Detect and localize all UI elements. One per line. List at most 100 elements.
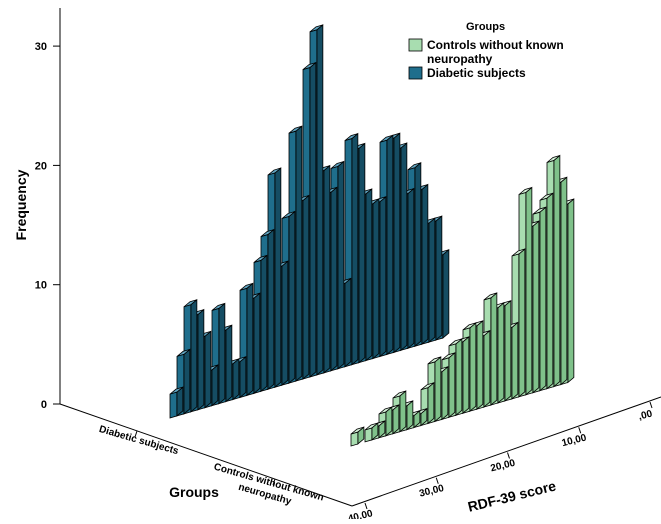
bar-side-face	[560, 176, 568, 386]
x-tick-label: 40,00	[347, 508, 374, 519]
bar-side-face	[393, 132, 401, 354]
bar-side-face	[421, 183, 429, 346]
bar-side-face	[434, 356, 442, 423]
bar-side-face	[204, 330, 212, 409]
bar-side-face	[351, 132, 359, 366]
diabetic-bar	[169, 386, 184, 419]
bar-side-face	[330, 186, 338, 372]
legend-title: Groups	[466, 21, 505, 33]
bars-layer	[169, 23, 575, 447]
control-bar	[364, 422, 379, 443]
bar-side-face	[267, 228, 275, 391]
legend-swatch-controls	[408, 38, 423, 52]
z-axis-title: Groups	[169, 484, 219, 500]
bar-side-face	[407, 187, 415, 350]
bar-side-face	[218, 302, 226, 405]
legend-label-controls-line2: neuropathy	[427, 52, 493, 66]
bar-side-face	[546, 192, 554, 390]
bar-side-face	[372, 197, 380, 360]
legend-label-controls-line1: Controls without known	[427, 38, 564, 52]
bar-side-face	[211, 364, 219, 407]
bar-side-face	[274, 167, 282, 389]
bar-side-face	[469, 322, 477, 413]
z-axis-tick	[134, 430, 138, 438]
bar-side-face	[379, 195, 387, 358]
bar-side-face	[567, 198, 575, 384]
bar-front-face	[169, 391, 178, 419]
bar-side-face	[400, 142, 408, 352]
bar-side-face	[246, 282, 254, 397]
bar-side-face	[239, 355, 247, 399]
bar-side-face	[183, 348, 191, 415]
control-bar	[427, 356, 442, 424]
x-axis-line	[351, 396, 661, 507]
bar-front-face	[350, 431, 359, 447]
y-tick-label: 10	[35, 280, 47, 292]
bar-side-face	[497, 301, 505, 404]
x-axis-tick	[364, 502, 368, 510]
bar-side-face	[253, 292, 261, 395]
bar-side-face	[483, 329, 491, 408]
y-tick-label: 20	[35, 160, 47, 172]
x-tick-label: 20,00	[489, 458, 516, 475]
bar-side-face	[442, 248, 450, 339]
bar-side-face	[323, 164, 331, 374]
control-bar	[350, 426, 365, 447]
bar-side-face	[455, 338, 463, 417]
bar-side-face	[316, 23, 324, 376]
x-axis-title: RDF-39 score	[466, 477, 558, 514]
bar-side-face	[399, 390, 407, 433]
bar-side-face	[462, 335, 470, 415]
legend: Groups Controls without known neuropathy…	[408, 21, 564, 80]
bar-side-face	[344, 277, 352, 368]
bar-side-face	[504, 299, 512, 402]
bar-side-face	[190, 298, 198, 413]
bar-side-face	[476, 319, 484, 410]
bar-side-face	[435, 215, 443, 341]
bar-side-face	[448, 351, 456, 419]
bar-side-face	[260, 254, 268, 393]
bar-side-face	[302, 194, 310, 380]
z-tick-label-diabetic: Diabetic subjects	[98, 424, 181, 457]
bar-side-face	[386, 134, 394, 356]
x-axis-tick	[507, 452, 510, 459]
y-tick-label: 30	[35, 41, 47, 53]
legend-swatch-diabetic	[408, 66, 423, 80]
bar-side-face	[197, 308, 205, 411]
bar-side-face	[281, 260, 289, 387]
legend-label-diabetic: Diabetic subjects	[427, 66, 526, 80]
diabetic-bar	[176, 348, 191, 417]
x-axis-tick	[435, 477, 439, 484]
x-axis-tick	[649, 401, 653, 409]
y-axis-title: Frequency	[13, 169, 29, 240]
bar-side-face	[490, 292, 498, 406]
y-tick-label: 0	[41, 399, 47, 411]
bar-side-face	[414, 161, 422, 348]
bar-side-face	[518, 248, 526, 398]
bar-side-face	[428, 217, 436, 343]
z-axis-line	[59, 403, 353, 507]
x-tick-label: 30,00	[418, 483, 445, 500]
bar-side-face	[288, 210, 296, 384]
bar-side-face	[225, 324, 233, 403]
bar-side-face	[553, 154, 561, 388]
bar-side-face	[232, 357, 240, 401]
x-axis-tick	[578, 427, 582, 434]
z-axis-tick	[272, 478, 276, 486]
bar-side-face	[441, 365, 449, 421]
bar-side-face	[309, 61, 317, 378]
bar-side-face	[365, 188, 373, 362]
bar-side-face	[511, 321, 519, 400]
bar-side-face	[295, 125, 303, 382]
bar-side-face	[539, 206, 547, 392]
bar-side-face	[337, 160, 345, 370]
x-tick-label: 10,00	[561, 432, 588, 449]
bar-side-face	[427, 381, 435, 425]
x-tick-label: ,00	[637, 408, 654, 422]
bar-side-face	[532, 220, 540, 394]
bar-side-face	[358, 142, 366, 364]
bar-front-face	[364, 427, 373, 443]
bar-side-face	[525, 186, 533, 396]
